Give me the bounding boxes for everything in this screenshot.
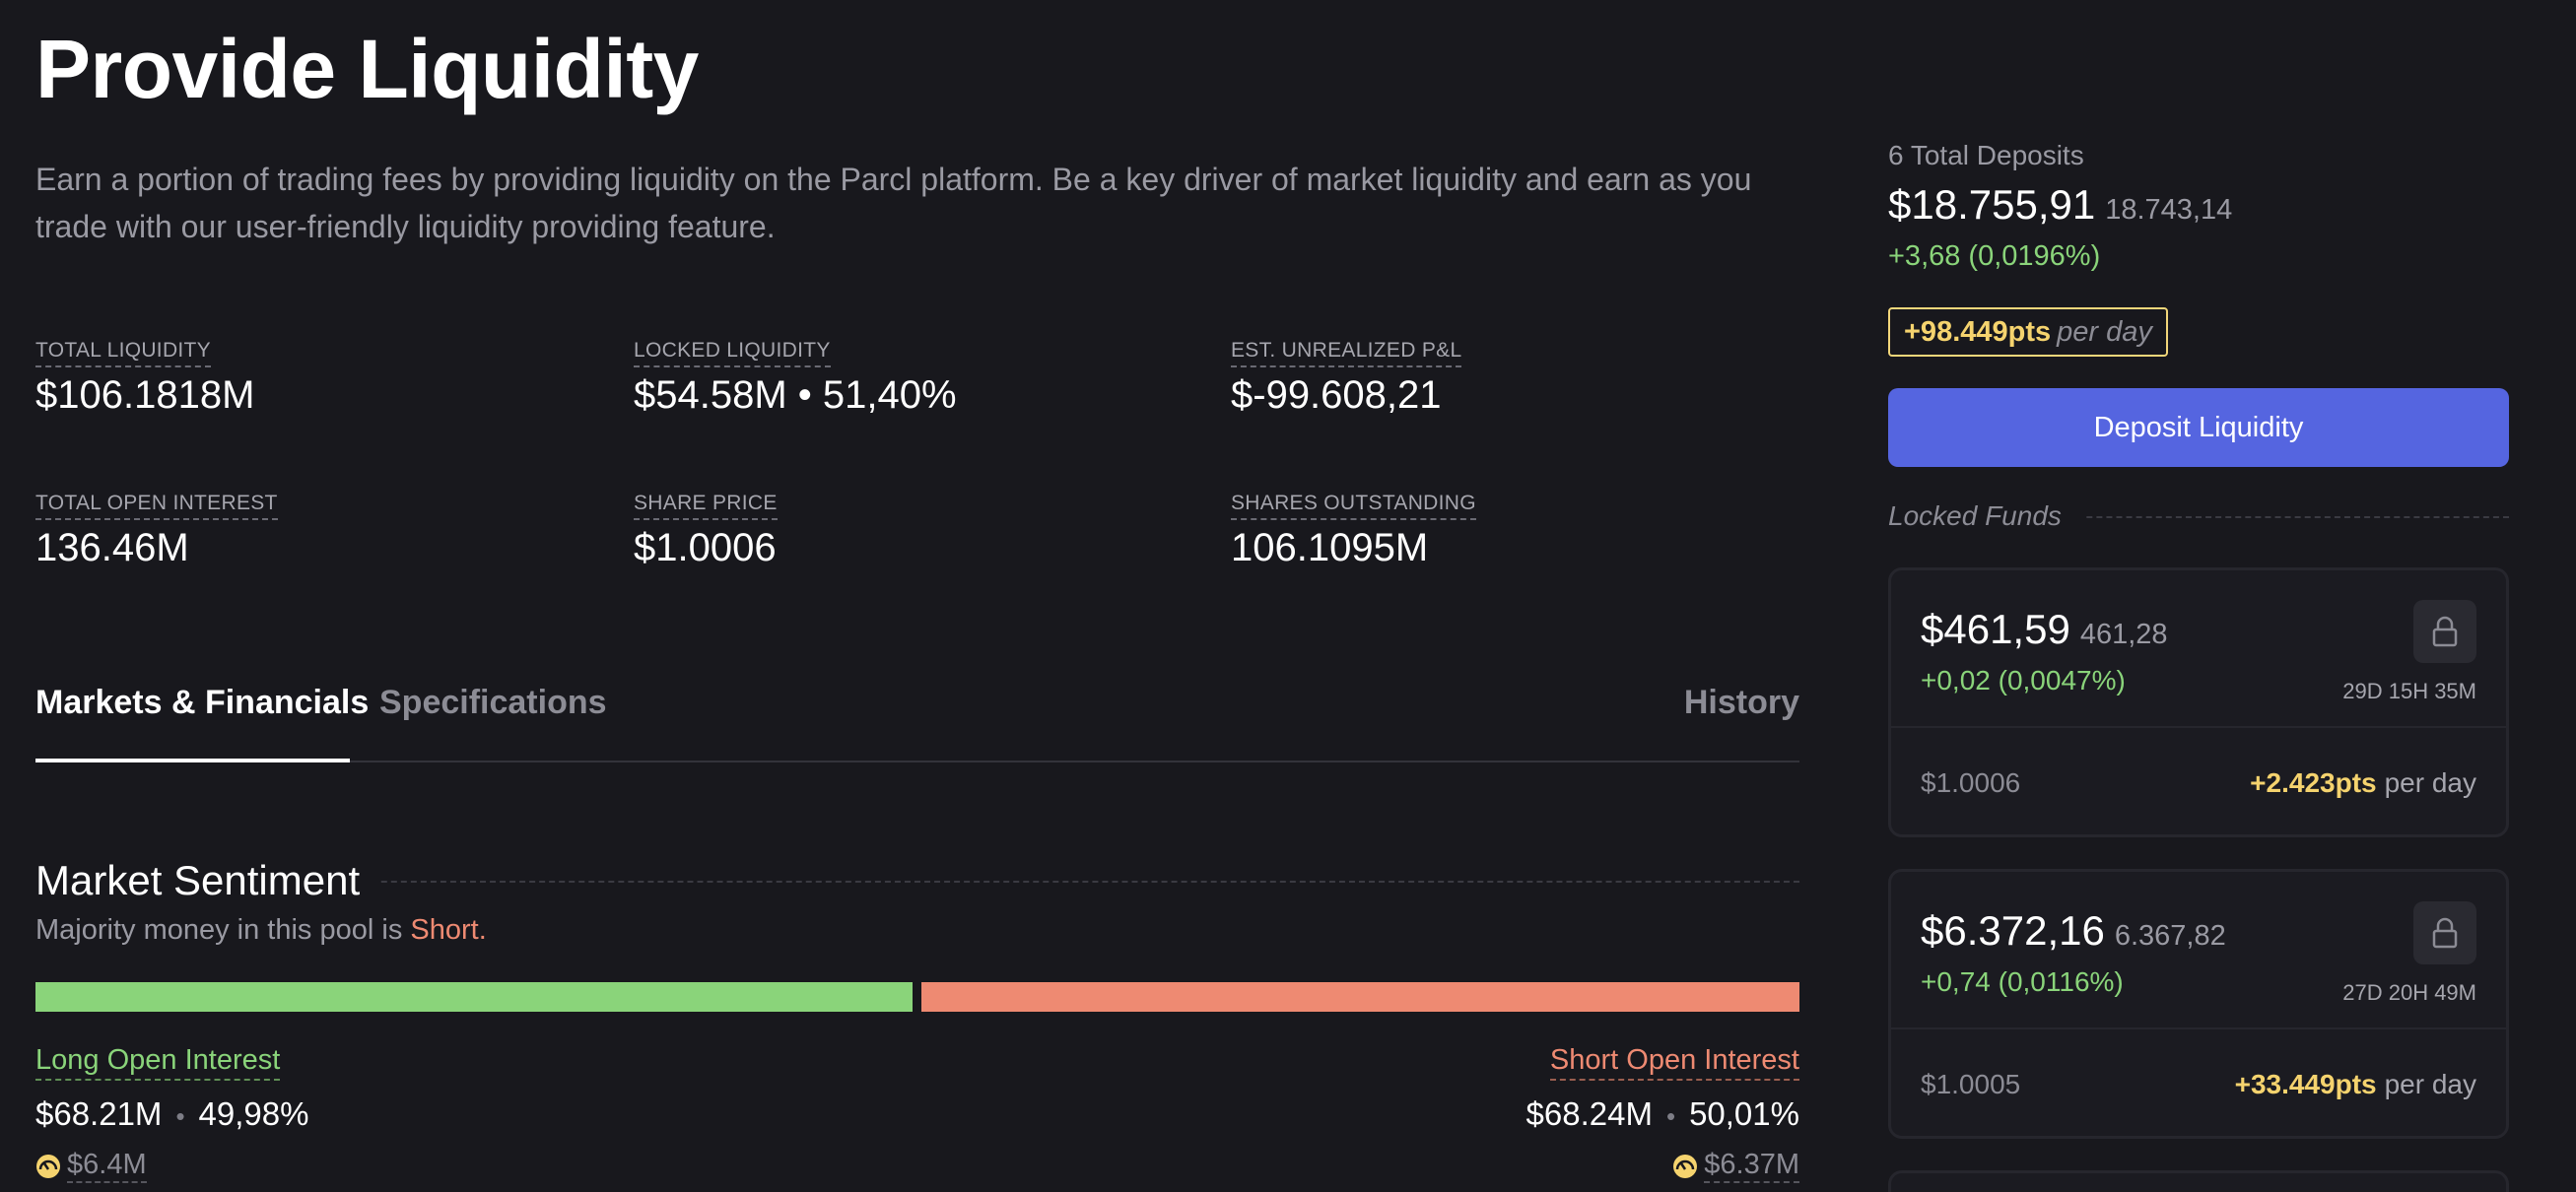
gauge-icon bbox=[36, 1154, 60, 1178]
fund-amount: $6.372,16 6.367,82 bbox=[1921, 907, 2226, 955]
market-sentiment-section: Market Sentiment Majority money in this … bbox=[35, 857, 1799, 1183]
lock-icon bbox=[2432, 917, 2458, 949]
stat-value: $106.1818M bbox=[35, 373, 255, 417]
short-share-bar bbox=[921, 982, 1799, 1012]
fund-points-suffix: per day bbox=[2384, 767, 2476, 798]
fund-share-price: $1.0006 bbox=[1921, 767, 2021, 798]
active-tab-indicator bbox=[35, 759, 350, 762]
fund-lock-time: 29D 15H 35M bbox=[2342, 679, 2476, 703]
stat-share-price: SHARE PRICE $1.0006 bbox=[634, 492, 778, 570]
lock-button[interactable] bbox=[2413, 901, 2476, 964]
stat-value: $1.0006 bbox=[634, 526, 777, 569]
tab-markets-financials[interactable]: Markets & Financials bbox=[35, 684, 370, 721]
points-value: +98.449pts bbox=[1904, 316, 2052, 348]
stat-value: $54.58M • 51,40% bbox=[634, 373, 957, 417]
divider bbox=[1888, 516, 2509, 518]
fund-points-suffix: per day bbox=[2384, 1069, 2476, 1099]
short-oi-percent: 50,01% bbox=[1689, 1095, 1799, 1132]
fund-points-value: +33.449pts bbox=[2234, 1069, 2377, 1099]
total-deposits-change: +3,68 (0,0196%) bbox=[1888, 240, 2101, 272]
short-oi-extra: $6.37M bbox=[1672, 1149, 1799, 1183]
long-open-interest-label[interactable]: Long Open Interest bbox=[35, 1044, 281, 1081]
sentiment-bar bbox=[35, 982, 1799, 1012]
sentiment-header: Market Sentiment bbox=[35, 857, 1799, 908]
sentiment-side: Short. bbox=[410, 914, 487, 946]
long-open-interest-values: $68.21M • 49,98% bbox=[35, 1095, 308, 1133]
lock-icon bbox=[2432, 616, 2458, 647]
separator-dot: • bbox=[1665, 1101, 1676, 1131]
fund-share-price: $1.0005 bbox=[1921, 1069, 2021, 1099]
long-oi-percent: 49,98% bbox=[198, 1095, 309, 1132]
short-open-interest-label[interactable]: Short Open Interest bbox=[1549, 1044, 1799, 1081]
short-open-interest-values: $68.24M • 50,01% bbox=[1526, 1095, 1799, 1133]
stat-locked-liquidity: LOCKED LIQUIDITY $54.58M • 51,40% bbox=[634, 339, 957, 418]
fund-lock-time: 27D 20H 49M bbox=[2342, 980, 2476, 1005]
gauge-icon bbox=[1673, 1154, 1698, 1178]
stat-label[interactable]: SHARE PRICE bbox=[634, 492, 778, 520]
fund-points: +33.449pts per day bbox=[2235, 1069, 2476, 1100]
stat-total-open-interest: TOTAL OPEN INTEREST 136.46M bbox=[35, 492, 278, 570]
total-deposits-value: $18.755,91 18.743,14 bbox=[1888, 181, 2232, 229]
fund-card-top: $6.372,16 6.367,82 +0,74 (0,0116%) 27D 20… bbox=[1891, 872, 2506, 1029]
fund-change: +0,02 (0,0047%) bbox=[1921, 665, 2126, 695]
locked-fund-card bbox=[1888, 1170, 2509, 1192]
fund-amount-value: $6.372,16 bbox=[1921, 907, 2105, 954]
long-oi-amount: $68.21M bbox=[35, 1095, 163, 1132]
locked-funds-label: Locked Funds bbox=[1888, 500, 2083, 532]
stat-label[interactable]: LOCKED LIQUIDITY bbox=[634, 339, 831, 367]
sentiment-subtitle-text: Majority money in this pool is bbox=[35, 914, 411, 946]
stat-total-liquidity: TOTAL LIQUIDITY $106.1818M bbox=[35, 339, 254, 418]
stat-label[interactable]: SHARES OUTSTANDING bbox=[1231, 492, 1476, 520]
total-deposits-sub: 18.743,14 bbox=[2105, 194, 2233, 226]
tab-specifications[interactable]: Specifications bbox=[379, 684, 607, 721]
locked-fund-card: $6.372,16 6.367,82 +0,74 (0,0116%) 27D 20… bbox=[1888, 869, 2509, 1139]
points-badge: +98.449pts per day bbox=[1888, 307, 2168, 357]
stat-label[interactable]: TOTAL OPEN INTEREST bbox=[35, 492, 278, 520]
points-suffix: per day bbox=[2057, 316, 2152, 348]
stat-unrealized-pnl: EST. UNREALIZED P&L $-99.608,21 bbox=[1231, 339, 1462, 418]
short-oi-amount: $68.24M bbox=[1525, 1095, 1653, 1132]
locked-funds-header: Locked Funds bbox=[1888, 500, 2509, 536]
fund-change: +0,74 (0,0116%) bbox=[1921, 966, 2124, 997]
tab-history[interactable]: History bbox=[1683, 684, 1799, 721]
fund-amount: $461,59 461,28 bbox=[1921, 606, 2168, 653]
separator-dot: • bbox=[175, 1101, 185, 1131]
divider bbox=[35, 881, 1799, 883]
long-oi-extra: $6.4M bbox=[35, 1149, 147, 1183]
lock-button[interactable] bbox=[2413, 600, 2476, 663]
fund-amount-sub: 6.367,82 bbox=[2114, 920, 2226, 952]
stat-value: $-99.608,21 bbox=[1231, 373, 1442, 417]
stat-shares-outstanding: SHARES OUTSTANDING 106.1095M bbox=[1231, 492, 1476, 570]
fund-points: +2.423pts per day bbox=[2250, 767, 2476, 799]
tab-bar: Markets & Financials Specifications Hist… bbox=[35, 680, 1799, 762]
locked-fund-card: $461,59 461,28 +0,02 (0,0047%) 29D 15H 35… bbox=[1888, 567, 2509, 837]
long-share-bar bbox=[35, 982, 914, 1012]
short-oi-extra-amount[interactable]: $6.37M bbox=[1704, 1149, 1799, 1183]
stat-label[interactable]: EST. UNREALIZED P&L bbox=[1231, 339, 1462, 367]
long-oi-extra-amount[interactable]: $6.4M bbox=[67, 1149, 147, 1183]
fund-amount-value: $461,59 bbox=[1921, 606, 2070, 652]
total-deposits-amount: $18.755,91 bbox=[1888, 181, 2096, 228]
deposit-liquidity-button[interactable]: Deposit Liquidity bbox=[1888, 388, 2509, 467]
stat-value: 106.1095M bbox=[1231, 526, 1429, 569]
stat-value: 136.46M bbox=[35, 526, 189, 569]
sentiment-subtitle: Majority money in this pool is Short. bbox=[35, 914, 487, 947]
total-deposits-label: 6 Total Deposits bbox=[1888, 140, 2084, 170]
sentiment-title: Market Sentiment bbox=[35, 857, 378, 904]
stat-label[interactable]: TOTAL LIQUIDITY bbox=[35, 339, 211, 367]
fund-points-value: +2.423pts bbox=[2250, 767, 2377, 798]
page-subtitle: Earn a portion of trading fees by provid… bbox=[35, 162, 1752, 244]
page-title: Provide Liquidity bbox=[35, 23, 699, 115]
fund-card-top: $461,59 461,28 +0,02 (0,0047%) 29D 15H 35… bbox=[1891, 570, 2506, 728]
fund-amount-sub: 461,28 bbox=[2079, 619, 2168, 650]
